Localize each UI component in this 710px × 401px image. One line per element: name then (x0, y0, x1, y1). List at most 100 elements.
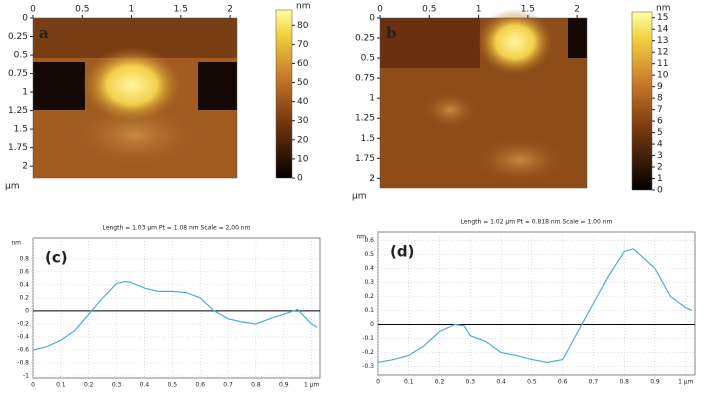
y-tick-label: 0.5 (14, 51, 28, 61)
y-tick-label: 0 (22, 14, 28, 24)
colorbar-tick-label: 3 (657, 151, 663, 161)
profile-line (377, 248, 693, 364)
colorbar-tick-label: 15 (657, 13, 668, 23)
x-tick-label: 0.7 (223, 382, 233, 389)
colorbar-tick-label: 20 (297, 135, 309, 145)
y-tick-label: 1.25 (355, 114, 375, 124)
x-tick-label: 0.9 (650, 379, 660, 386)
y-tick-label: -0.3 (362, 363, 374, 370)
y-tick-label: 0.75 (355, 74, 375, 84)
y-tick-label: 2 (369, 174, 375, 184)
afm-image-b (380, 9, 587, 188)
y-tick-label: 0.5 (361, 54, 375, 64)
x-tick-label: 0.9 (279, 382, 289, 389)
colorbar-tick-label: 60 (297, 59, 309, 69)
y-unit: nm (11, 240, 21, 247)
y-unit: nm (356, 234, 366, 241)
x-tick-label: 0.1 (404, 379, 414, 386)
x-tick-label: 0.5 (527, 379, 537, 386)
y-tick-label: 0 (370, 321, 374, 328)
colorbar-tick-label: 4 (657, 140, 663, 150)
x-tick-label: 0.3 (466, 379, 476, 386)
x-tick-label: 2 (574, 5, 580, 15)
colorbar (275, 9, 293, 179)
colorbar-tick-label: 0 (657, 186, 663, 196)
y-tick-label: 1.25 (8, 106, 28, 116)
x-tick-label: 0 (31, 382, 35, 389)
colorbar-tick-label: 9 (657, 82, 663, 92)
chart-title: Length = 1.03 µm Pt = 1.08 nm Scale = 2.… (103, 225, 251, 232)
colorbar-tick-label: 70 (297, 40, 309, 50)
x-tick-label: 0 (30, 5, 36, 15)
y-tick-label: 1 (22, 88, 28, 98)
y-tick-label: 0 (25, 307, 29, 314)
y-tick-label: 0.5 (364, 251, 374, 258)
colorbar-label: nm (656, 4, 670, 14)
colorbar-tick-label: 11 (657, 59, 668, 69)
x-tick-label: 0.3 (112, 382, 122, 389)
colorbar-tick-label: 12 (657, 48, 668, 58)
y-tick-label: 0.2 (19, 294, 29, 301)
x-tick-label: 0.2 (84, 382, 94, 389)
x-tick-label: 1 (129, 5, 135, 15)
y-tick-label: 0.4 (19, 281, 29, 288)
x-tick-label: 1 (476, 5, 482, 15)
y-tick-label: 1.75 (355, 154, 375, 164)
y-tick-label: 0.8 (19, 255, 29, 262)
y-tick-label: 0.25 (8, 32, 28, 42)
colorbar (631, 11, 653, 191)
y-tick-label: -0.4 (17, 333, 29, 340)
y-tick-label: 0.4 (364, 265, 374, 272)
x-unit: µm (5, 182, 20, 192)
x-tick-label: 0.5 (422, 5, 436, 15)
x-tick-label: 0.1 (56, 382, 66, 389)
colorbar-tick-label: 80 (297, 21, 309, 31)
y-tick-label: 1.5 (14, 125, 28, 135)
x-tick-label: 0.4 (140, 382, 150, 389)
colorbar-tick-label: 0 (297, 174, 303, 184)
panel-label: (c) (45, 249, 68, 267)
y-tick-label: 0.1 (364, 307, 374, 314)
y-tick-label: 1.5 (361, 134, 375, 144)
y-tick-label: -0.8 (17, 360, 29, 367)
panel-label: a (39, 24, 49, 42)
x-tick-label: 0.7 (589, 379, 599, 386)
colorbar-label: nm (296, 2, 310, 12)
x-tick-label: 1 µm (678, 379, 694, 386)
x-tick-label: 0 (377, 5, 383, 15)
plot-frame (377, 231, 696, 376)
y-tick-label: 0.6 (19, 268, 29, 275)
plot-frame (32, 237, 321, 379)
y-tick-label: 0.2 (364, 293, 374, 300)
x-tick-label: 0.5 (168, 382, 178, 389)
afm-image-a (33, 18, 237, 178)
x-tick-label: 0.6 (195, 382, 205, 389)
chart-title: Length = 1.02 µm Pt = 0.818 nm Scale = 1… (461, 219, 613, 226)
x-tick-label: 0.8 (619, 379, 629, 386)
x-tick-label: 0.4 (496, 379, 506, 386)
panel-label: (d) (390, 243, 414, 261)
colorbar-tick-label: 40 (297, 97, 309, 107)
x-tick-label: 0 (376, 379, 380, 386)
y-tick-label: 1.75 (8, 143, 28, 153)
colorbar-tick-label: 10 (297, 154, 309, 164)
y-tick-label: -0.1 (362, 335, 374, 342)
y-tick-label: -1 (23, 373, 29, 380)
x-tick-label: 1.5 (174, 5, 188, 15)
y-tick-label: 0.75 (8, 69, 28, 79)
y-tick-label: 0 (369, 14, 375, 24)
y-tick-label: 0.25 (355, 34, 375, 44)
y-tick-label: 0.3 (364, 279, 374, 286)
x-tick-label: 0.8 (251, 382, 261, 389)
colorbar-tick-label: 8 (657, 94, 663, 104)
colorbar-tick-label: 7 (657, 105, 663, 115)
x-tick-label: 0.6 (558, 379, 568, 386)
colorbar-tick-label: 50 (297, 78, 309, 88)
y-tick-label: -0.2 (17, 320, 29, 327)
x-unit: µm (352, 192, 367, 202)
y-tick-label: 2 (22, 162, 28, 172)
y-tick-label: -0.6 (17, 347, 29, 354)
panel-label: b (386, 24, 397, 42)
colorbar-tick-label: 10 (657, 71, 669, 81)
